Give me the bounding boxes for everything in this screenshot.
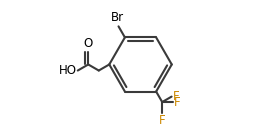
- Text: HO: HO: [59, 64, 77, 77]
- Text: F: F: [172, 90, 179, 103]
- Text: Br: Br: [111, 11, 124, 24]
- Text: O: O: [84, 37, 93, 50]
- Text: F: F: [174, 95, 181, 109]
- Text: F: F: [159, 114, 166, 127]
